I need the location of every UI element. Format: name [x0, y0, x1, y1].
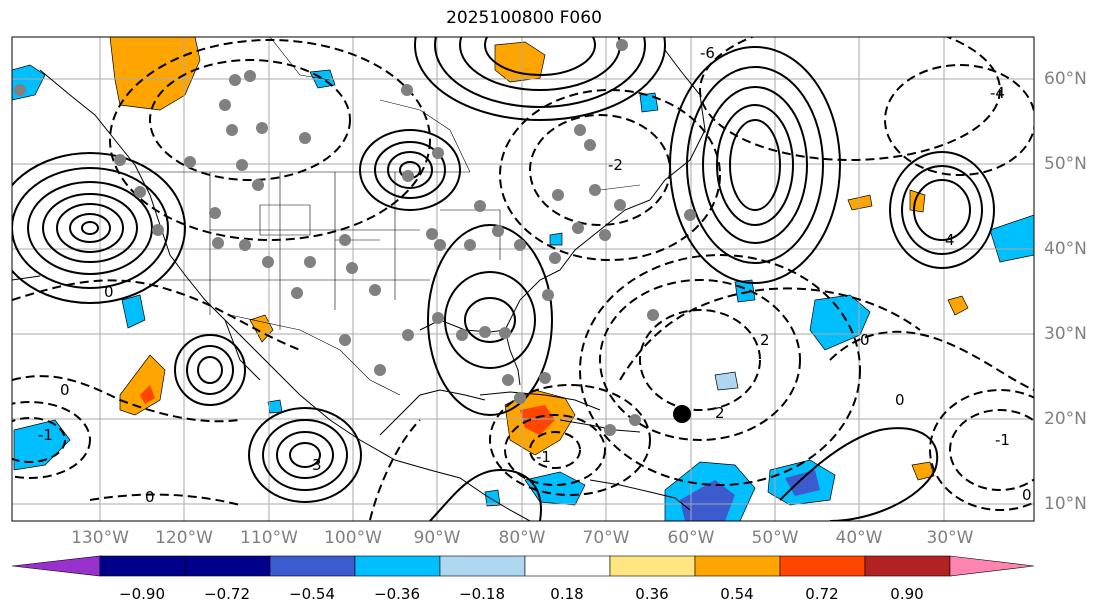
contour-label: 2: [760, 331, 770, 349]
contour-label: 0: [104, 283, 114, 301]
lon-label: 50°W: [751, 528, 799, 548]
contour-label: -4: [990, 84, 1005, 102]
lat-label: 30°N: [1044, 324, 1087, 344]
lat-label: 50°N: [1044, 154, 1087, 174]
contour-label: -6: [700, 44, 715, 62]
colorbar-tick-label: 0.72: [805, 585, 839, 603]
lon-label: 100°W: [324, 528, 382, 548]
contour-label: 0: [145, 488, 155, 506]
colorbar-tick-label: −0.72: [204, 585, 250, 603]
contour-label: 0: [895, 391, 905, 409]
lon-label: 90°W: [413, 528, 461, 548]
contour-label: 4: [945, 231, 955, 249]
lat-label: 40°N: [1044, 239, 1087, 259]
contour-label: -2: [608, 156, 623, 174]
colorbar-tick-label: 0.90: [890, 585, 924, 603]
colorbar-tick-label: 0.36: [635, 585, 669, 603]
graticule: [12, 37, 1034, 521]
lon-label: 70°W: [582, 528, 630, 548]
map-frame: [11, 36, 1035, 522]
contour-label: 3: [312, 456, 322, 474]
lon-label: 30°W: [926, 528, 974, 548]
colorbar: [11, 555, 1035, 577]
contour-label: 2: [715, 404, 725, 422]
lat-label: 20°N: [1044, 409, 1087, 429]
shading-layer: [12, 37, 1034, 521]
storm-center-marker: [673, 405, 691, 423]
contour-label: -1: [38, 426, 53, 444]
lat-label: 60°N: [1044, 69, 1087, 89]
contour-label: -1: [995, 431, 1010, 449]
colorbar-tick-label: −0.54: [289, 585, 335, 603]
lon-label: 130°W: [71, 528, 129, 548]
contour-label: -1: [536, 448, 551, 466]
contour-labels: -6 -2 -4 -1 -1 -1 0 0 0 0 0 0 2 2 3 4: [38, 44, 1032, 506]
colorbar-tick-label: −0.90: [119, 585, 165, 603]
lon-label: 120°W: [155, 528, 213, 548]
station-points: [14, 39, 696, 436]
contour-label: 0: [1022, 486, 1032, 504]
dashed-contours: [12, 37, 1034, 521]
lon-label: 80°W: [498, 528, 546, 548]
political-borders: [130, 37, 641, 396]
colorbar-tick-label: 0.54: [720, 585, 754, 603]
lat-label: 10°N: [1044, 494, 1087, 514]
contour-label: 0: [860, 331, 870, 349]
lon-label: 110°W: [240, 528, 298, 548]
solid-contours: [12, 37, 995, 521]
colorbar-tick-label: 0.18: [550, 585, 584, 603]
lon-label: 40°W: [835, 528, 883, 548]
colorbar-tick-label: −0.18: [459, 585, 505, 603]
map-title: 2025100800 F060: [446, 8, 602, 28]
lon-label: 60°W: [667, 528, 715, 548]
coastlines: [12, 49, 706, 521]
colorbar-tick-label: −0.36: [374, 585, 420, 603]
contour-label: 0: [60, 381, 70, 399]
